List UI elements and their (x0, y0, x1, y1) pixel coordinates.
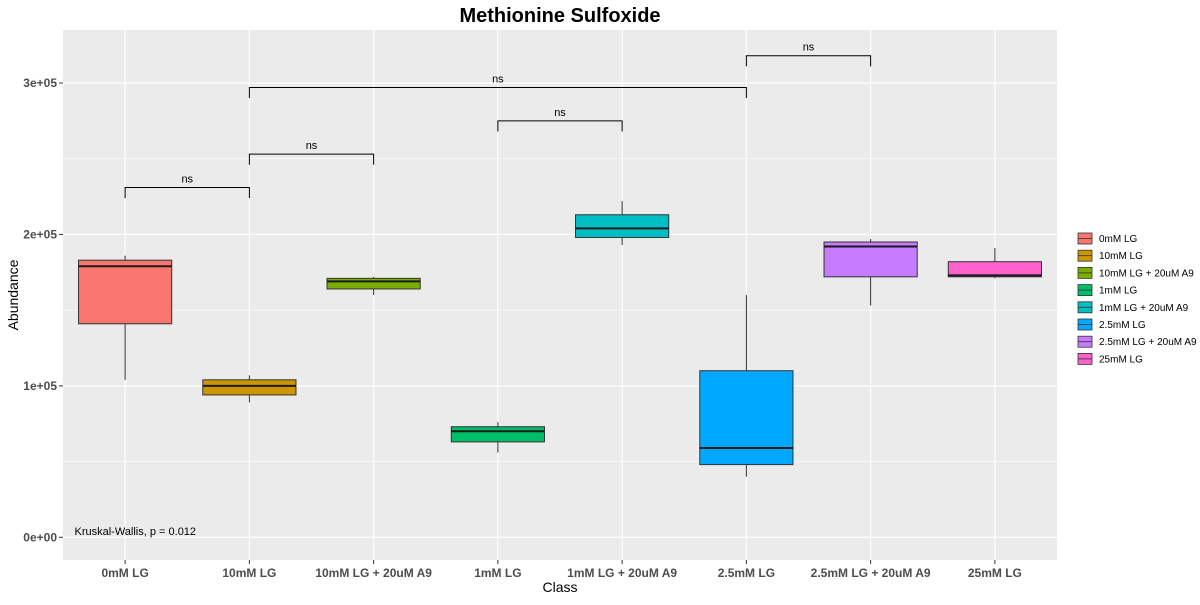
minor-grid (63, 158, 1057, 462)
significance-brackets: ns ns ns ns ns (124, 42, 872, 199)
legend-item: 25mM LG (1077, 352, 1143, 365)
legend-label: 2.5mM LG + 20uM A9 (1099, 337, 1197, 348)
legend-label: 2.5mM LG (1099, 320, 1146, 331)
legend-item: 10mM LG + 20uM A9 (1077, 266, 1194, 279)
x-tick-label: 10mM LG + 20uM A9 (315, 566, 432, 580)
legend: 0mM LG 10mM LG 10mM LG + 20uM A9 1mM LG 1mM … (1077, 232, 1197, 365)
significance-label: ns (181, 173, 193, 185)
y-tick-label: 0e+00 (23, 530, 57, 544)
box-5 (575, 201, 670, 246)
bracket-line (745, 55, 872, 67)
x-tick-label: 2.5mM LG + 20uM A9 (811, 566, 931, 580)
box-iqr (78, 259, 173, 325)
comparison-bracket: ns (248, 140, 375, 165)
x-axis-ticks: 0mM LG 10mM LG 10mM LG + 20uM A9 1mM LG 1mM … (101, 560, 1022, 580)
box-iqr (326, 277, 421, 290)
plot-panel (63, 30, 1057, 560)
legend-label: 0mM LG (1099, 234, 1138, 245)
y-tick-label: 1e+05 (23, 379, 57, 393)
box-iqr (947, 261, 1042, 278)
legend-item: 2.5mM LG + 20uM A9 (1077, 335, 1197, 348)
legend-item: 2.5mM LG (1077, 318, 1146, 331)
x-tick-label: 25mM LG (968, 566, 1022, 580)
comparison-bracket: ns (745, 42, 872, 67)
box-iqr (699, 370, 794, 466)
y-axis-ticks: 0e+00 1e+05 2e+05 3e+05 (23, 76, 63, 544)
comparison-bracket: ns (248, 74, 747, 99)
box-8 (947, 248, 1042, 279)
significance-label: ns (306, 140, 318, 152)
y-tick-label: 3e+05 (23, 76, 57, 90)
significance-label: ns (554, 107, 566, 119)
comparison-bracket: ns (124, 173, 250, 199)
x-tick-label: 1mM LG (474, 566, 521, 580)
box-2 (202, 375, 297, 403)
x-tick-label: 0mM LG (101, 566, 148, 580)
legend-label: 1mM LG + 20uM A9 (1099, 303, 1189, 314)
legend-label: 10mM LG + 20uM A9 (1099, 268, 1194, 279)
box-6 (699, 295, 794, 477)
box-7 (823, 238, 918, 306)
bracket-line (124, 186, 250, 199)
kruskal-wallis-annotation: Kruskal-Wallis, p = 0.012 (74, 526, 196, 538)
x-tick-label: 2.5mM LG (718, 566, 775, 580)
box-3 (326, 276, 421, 295)
legend-label: 1mM LG (1099, 286, 1138, 297)
box-4 (450, 422, 545, 453)
y-tick-label: 2e+05 (23, 227, 57, 241)
comparison-bracket: ns (497, 107, 623, 132)
bracket-line (248, 153, 375, 165)
x-axis-title: Class (542, 579, 577, 595)
legend-item: 10mM LG (1077, 249, 1143, 262)
box-iqr (575, 214, 670, 238)
box-iqr (450, 426, 545, 443)
legend-item: 1mM LG + 20uM A9 (1077, 301, 1189, 314)
bracket-line (497, 120, 623, 132)
legend-label: 25mM LG (1099, 354, 1143, 365)
chart-title: Methionine Sulfoxide (459, 5, 660, 27)
x-tick-label: 1mM LG + 20uM A9 (567, 566, 677, 580)
x-tick-label: 10mM LG (222, 566, 276, 580)
box-1 (78, 255, 173, 380)
significance-label: ns (803, 42, 815, 54)
box-series-group (78, 201, 1042, 477)
bracket-line (248, 87, 747, 99)
legend-label: 10mM LG (1099, 251, 1143, 262)
box-iqr (823, 241, 918, 278)
significance-label: ns (492, 74, 504, 86)
legend-item: 1mM LG (1077, 284, 1138, 297)
legend-item: 0mM LG (1077, 232, 1138, 245)
y-axis-title: Abundance (5, 259, 21, 330)
box-iqr (202, 379, 297, 396)
